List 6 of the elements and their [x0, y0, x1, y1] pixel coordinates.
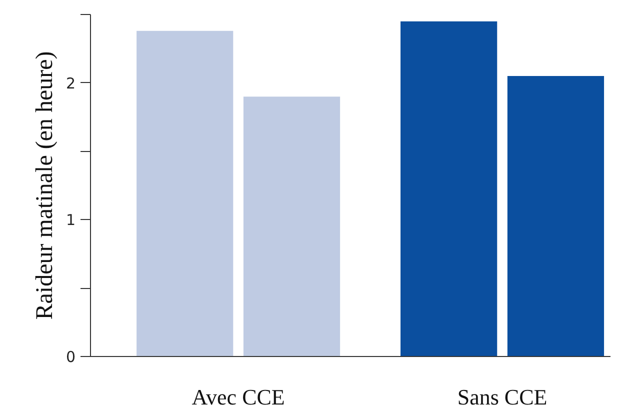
x-tick-label: Avec CCE [192, 384, 285, 410]
y-tick-label: 1 [66, 211, 76, 230]
y-tick-label: 0 [66, 348, 76, 366]
y-axis-title: Raideur matinale (en heure) [32, 51, 58, 320]
y-tick-label: 2 [66, 74, 76, 92]
x-tick-label: Sans CCE [457, 384, 548, 410]
